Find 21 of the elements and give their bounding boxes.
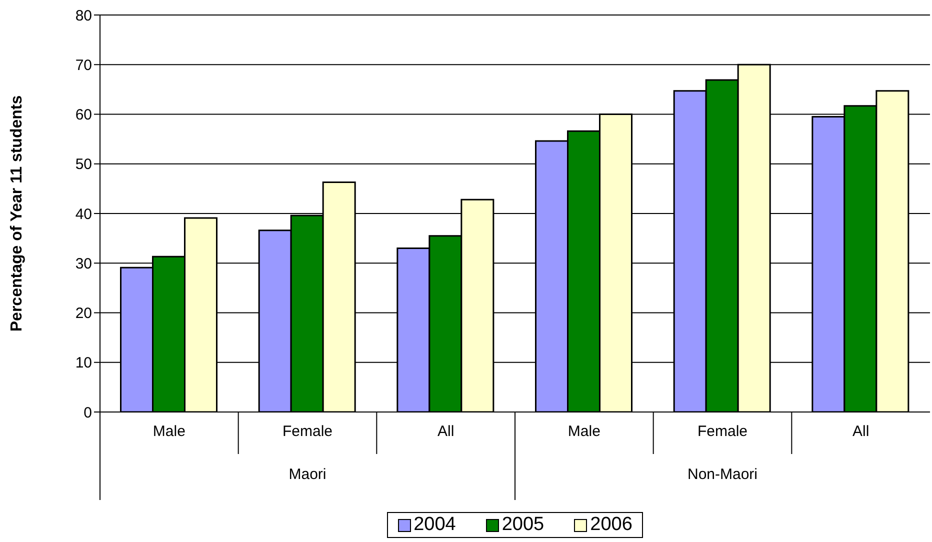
x-tick-label: Female xyxy=(282,423,333,440)
x-tick-label: Male xyxy=(152,423,186,440)
y-tick-label: 10 xyxy=(75,354,92,372)
y-tick-label: 30 xyxy=(75,255,92,272)
legend-label: 2005 xyxy=(502,514,544,536)
x-tick-label: All xyxy=(437,423,454,440)
y-axis-title: Percentage of Year 11 students xyxy=(8,95,26,332)
x-tick-label: Male xyxy=(568,423,600,440)
y-tick-label: 0 xyxy=(84,404,92,422)
y-tick-label: 50 xyxy=(75,156,92,174)
y-tick-label: 20 xyxy=(75,305,92,322)
legend-label: 2004 xyxy=(414,514,456,536)
y-tick-label: 60 xyxy=(75,106,92,124)
x-tick-label: All xyxy=(852,423,870,440)
text: Non-Maori xyxy=(687,466,758,483)
y-tick-label: 70 xyxy=(75,56,92,74)
legend-label: 2006 xyxy=(590,514,632,536)
y-tick-label: 40 xyxy=(75,206,92,223)
x-tick-label: Female xyxy=(697,423,748,440)
y-tick-label: 80 xyxy=(75,7,92,24)
text: Maori xyxy=(288,466,326,483)
